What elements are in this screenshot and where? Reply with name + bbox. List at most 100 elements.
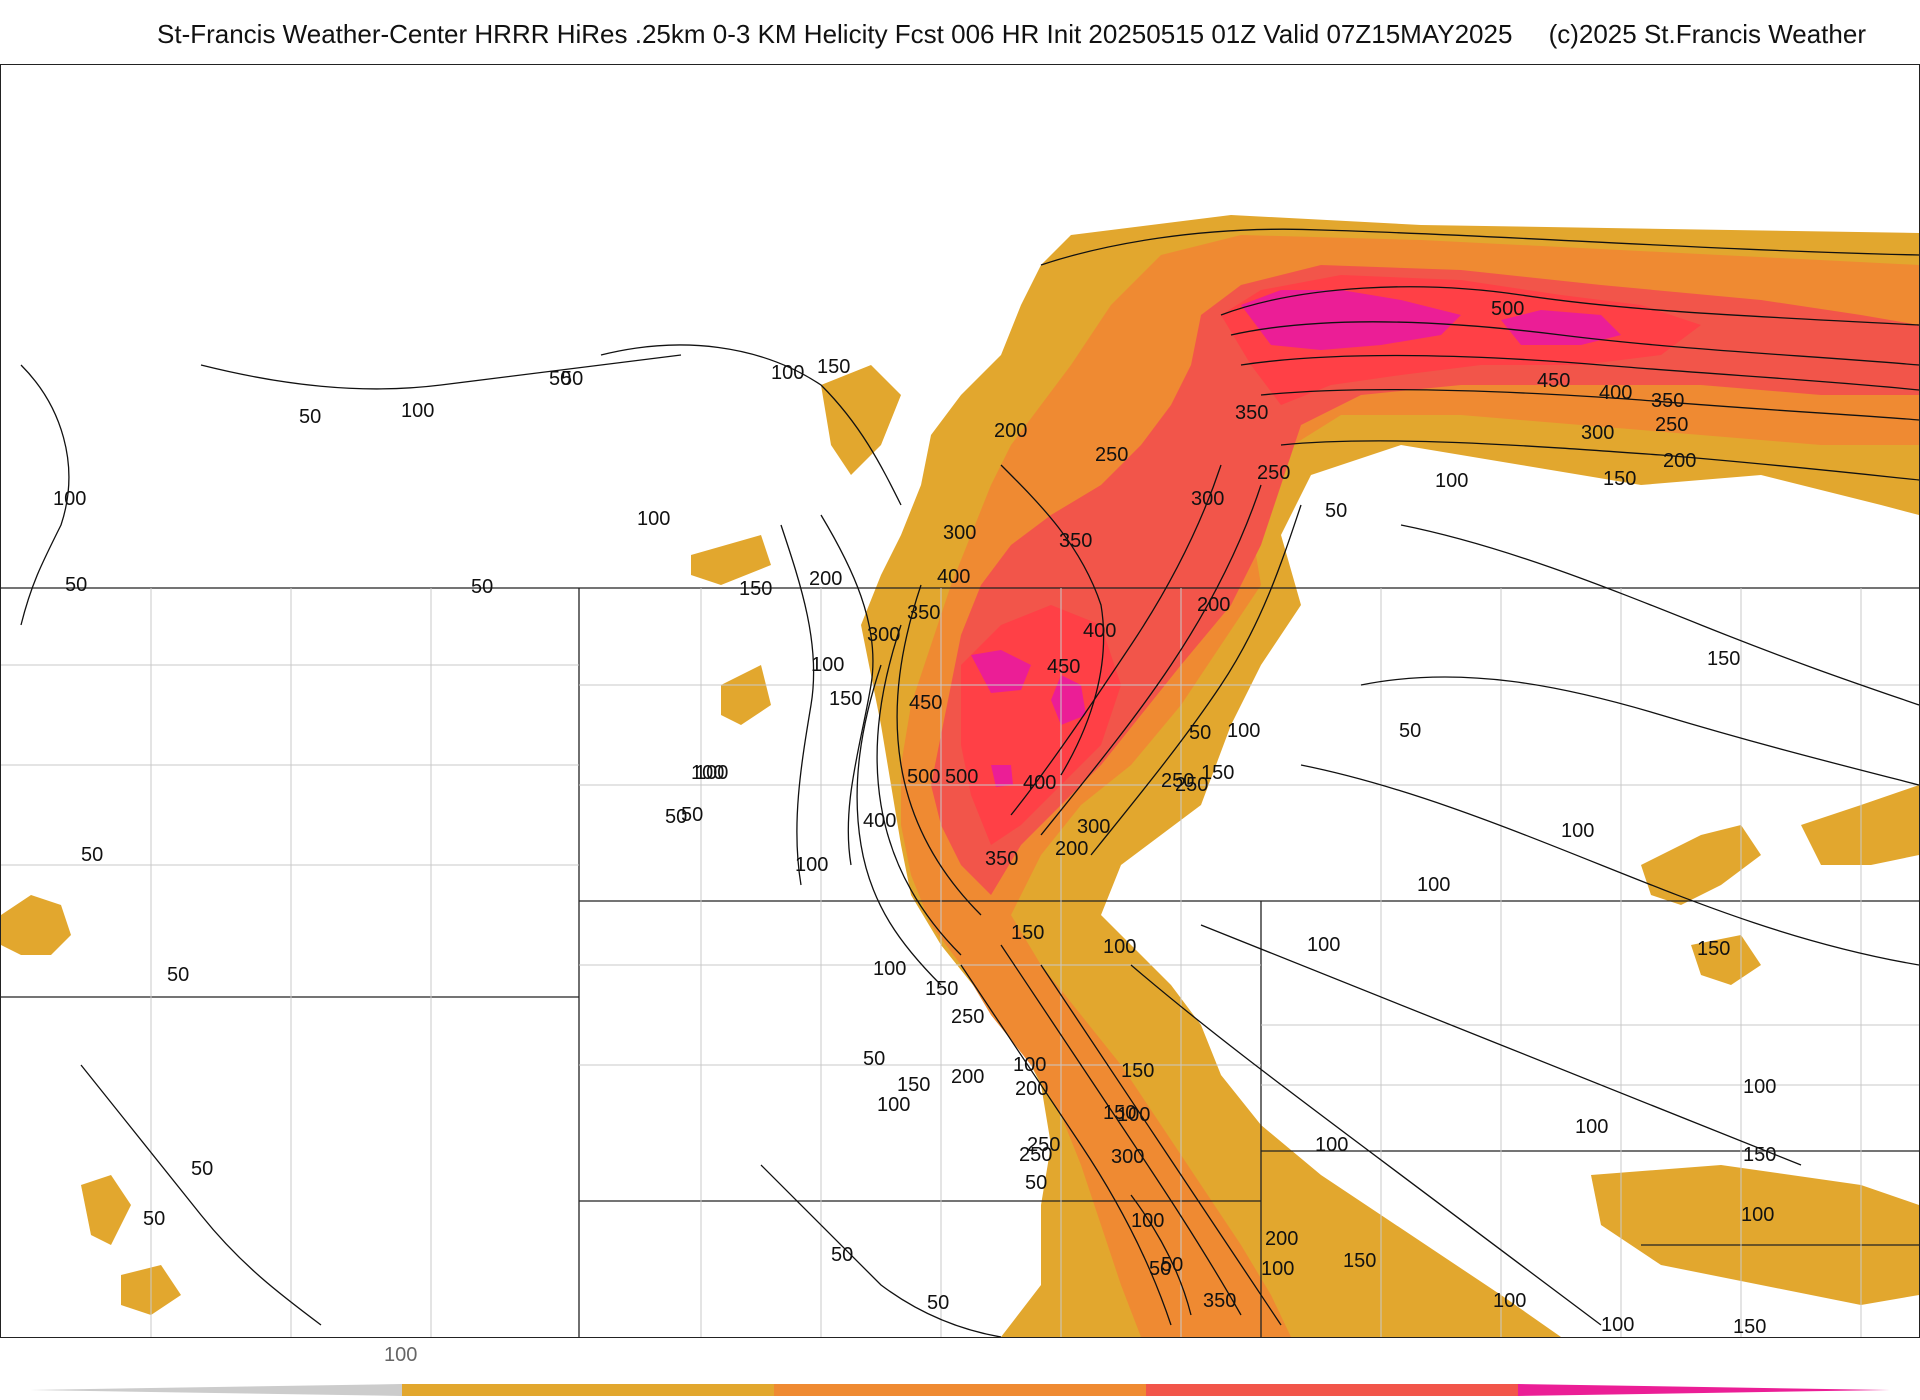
fill-100-w-streak: [691, 535, 771, 585]
contour-label: 100: [811, 654, 844, 676]
fill-500-north: [1241, 290, 1461, 350]
contour-label-group: 50 100 50 100 50 100 50 150 100 50 150 2…: [53, 298, 1776, 1337]
contour-label: 250: [1095, 444, 1128, 466]
title-main: St-Francis Weather-Center HRRR HiRes .25…: [157, 19, 1513, 49]
contour-label: 100: [771, 362, 804, 384]
contour-label: 250: [1019, 1144, 1052, 1166]
contour-label: 50: [927, 1292, 949, 1314]
contour-label: 450: [1047, 656, 1080, 678]
contour-label: 50: [561, 368, 583, 390]
contour-label: 150: [1121, 1060, 1154, 1082]
contour-label: 50: [1025, 1172, 1047, 1194]
fill-500-central: [971, 650, 1031, 693]
contour-label: 250: [951, 1006, 984, 1028]
contour-label: 150: [897, 1074, 930, 1096]
contour-label: 150: [1011, 922, 1044, 944]
contour-label: 50: [863, 1048, 885, 1070]
contour-label: 100: [877, 1094, 910, 1116]
contour-label: 500: [945, 766, 978, 788]
contour-label: 50: [191, 1158, 213, 1180]
contour-label: 50: [471, 576, 493, 598]
contour-label: 250: [1175, 774, 1208, 796]
contour-label: 350: [985, 848, 1018, 870]
contour-label: 200: [994, 420, 1027, 442]
contour-label: 50: [1399, 720, 1421, 742]
contour-label: 250: [1027, 1134, 1060, 1156]
contour-label: 200: [1015, 1078, 1048, 1100]
contour-label: 450: [909, 692, 942, 714]
contour-label: 50: [681, 804, 703, 826]
contour-label: 100: [695, 762, 728, 784]
contour-label: 350: [1059, 530, 1092, 552]
fill-300: [931, 265, 1919, 895]
contour-label: 150: [1201, 762, 1234, 784]
contour-label: 300: [1077, 816, 1110, 838]
contour-label: 350: [1235, 402, 1268, 424]
state-borders: [1, 587, 1919, 1337]
contour-label: 50: [65, 574, 87, 596]
contour-label: 150: [1343, 1250, 1376, 1272]
contour-label: 50: [1189, 722, 1211, 744]
fill-100-sw-2: [81, 1175, 131, 1245]
colorbar-segment: [30, 1384, 402, 1396]
fill-100-east-band: [1591, 1165, 1919, 1305]
map-title: St-Francis Weather-Center HRRR HiRes .25…: [157, 14, 1866, 54]
contour-label: 300: [1111, 1146, 1144, 1168]
contour-label: 50: [831, 1244, 853, 1266]
contour-label: 50: [167, 964, 189, 986]
contour-label: 500: [1491, 298, 1524, 320]
contour-label: 200: [1197, 594, 1230, 616]
contour-label: 100: [1743, 1076, 1776, 1098]
contour-label: 150: [817, 356, 850, 378]
contour-label: 300: [943, 522, 976, 544]
contour-label: 400: [1023, 772, 1056, 794]
contour-label: 400: [1599, 382, 1632, 404]
contour-label: 150: [1733, 1316, 1766, 1337]
contour-label: 150: [1743, 1144, 1776, 1166]
contour-label: 100: [1601, 1314, 1634, 1336]
contour-label: 50: [665, 806, 687, 828]
contour-label: 100: [795, 854, 828, 876]
contour-label: 100: [1315, 1134, 1348, 1156]
contour-label: 100: [873, 958, 906, 980]
fill-100-w-streak2: [721, 665, 771, 725]
contour-label: 250: [1257, 462, 1290, 484]
contour-label: 100: [1117, 1104, 1150, 1126]
contour-label: 100: [637, 508, 670, 530]
contour-label: 150: [739, 578, 772, 600]
contour-label: 50: [81, 844, 103, 866]
fill-100-sw-1: [1, 895, 71, 955]
colorbar-segment: [1518, 1384, 1890, 1396]
contour-label: 100: [1561, 820, 1594, 842]
contour-label: 150: [925, 978, 958, 1000]
contour-label: 200: [809, 568, 842, 590]
contour-label: 350: [1651, 390, 1684, 412]
contour-label: 250: [1161, 770, 1194, 792]
contour-label: 100: [1307, 934, 1340, 956]
contour-label: 200: [1265, 1228, 1298, 1250]
contour-label: 50: [299, 406, 321, 428]
contour-label: 50: [143, 1208, 165, 1230]
fill-100-east-streak: [1641, 825, 1761, 905]
contour-label: 150: [1603, 468, 1636, 490]
county-lines: [1, 588, 1919, 1337]
contour-label: 100: [1227, 720, 1260, 742]
contour-label: 200: [951, 1066, 984, 1088]
contour-label: 100: [1417, 874, 1450, 896]
copyright: (c)2025 St.Francis Weather: [1548, 19, 1866, 49]
contour-label: 400: [937, 566, 970, 588]
helicity-map: 50 100 50 100 50 100 50 150 100 50 150 2…: [1, 215, 1919, 1337]
contour-label: 50: [1161, 1254, 1183, 1276]
contour-label: 100: [1261, 1258, 1294, 1280]
contour-label: 100: [1131, 1210, 1164, 1232]
contour-label: 50: [1149, 1258, 1171, 1280]
map-title-bar: St-Francis Weather-Center HRRR HiRes .25…: [0, 14, 1920, 54]
contour-label: 100: [401, 400, 434, 422]
contour-label: 400: [1083, 620, 1116, 642]
colorbar-segments: [30, 1384, 1890, 1396]
contour-label: 250: [1655, 414, 1688, 436]
fill-500-central-2: [1051, 675, 1086, 725]
colorbar-label-100: 100: [384, 1344, 418, 1366]
colorbar-segment: [1146, 1384, 1518, 1396]
contour-label: 150: [829, 688, 862, 710]
